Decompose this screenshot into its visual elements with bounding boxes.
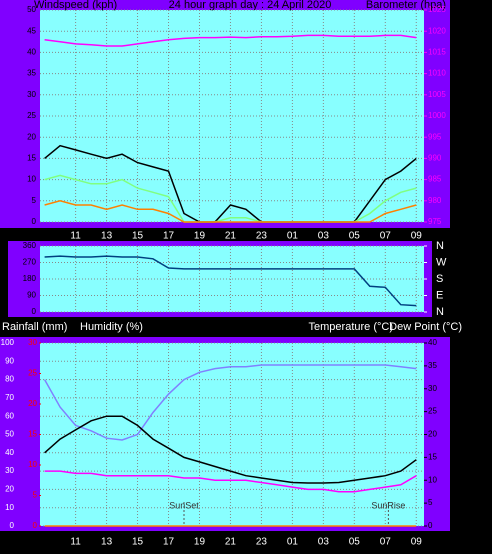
x-tick-label: 05: [349, 537, 361, 548]
x-tick-label: 05: [349, 231, 361, 242]
y-tick-label: 270: [23, 258, 37, 267]
y-tick-label: 5: [32, 196, 37, 205]
y3-tick-label: 60: [5, 411, 14, 420]
y2-axis-label: Barometer (hpa): [366, 0, 446, 11]
x-tick-label: 01: [287, 537, 299, 548]
y2-tick-label: 30: [428, 384, 437, 393]
y2-axis-label: Dew Point (°C): [389, 321, 462, 333]
y3-tick-label: 0: [10, 521, 15, 530]
y-tick-label: 0: [32, 217, 37, 226]
y2-tick-label: N: [436, 240, 444, 252]
y3-axis-label: Humidity (%): [80, 321, 143, 333]
y-tick-label: 25: [27, 111, 36, 120]
y2-axis-label: Temperature (°C): [309, 321, 393, 333]
y2-tick-label: E: [436, 289, 443, 301]
y-axis-label: Rainfall (mm): [2, 321, 67, 333]
y2-tick-label: 1025: [428, 5, 446, 14]
y-tick-label: 10: [28, 460, 37, 469]
y2-tick-label: 35: [428, 361, 437, 370]
x-tick-label: 03: [318, 537, 330, 548]
y-tick-label: 30: [27, 90, 36, 99]
x-tick-label: 13: [101, 537, 113, 548]
x-tick-label: 23: [256, 231, 268, 242]
y3-tick-label: 90: [5, 356, 14, 365]
y2-tick-label: 40: [428, 338, 437, 347]
y-tick-label: 40: [27, 48, 36, 57]
y-tick-label: 20: [28, 399, 37, 408]
y2-tick-label: W: [436, 256, 447, 268]
x-tick-label: 17: [163, 537, 175, 548]
x-tick-label: 09: [411, 231, 423, 242]
series-line: [44, 34, 417, 47]
y2-tick-label: 1000: [428, 111, 446, 120]
y-axis-label: Windspeed (kph): [34, 0, 117, 11]
y-tick-label: 180: [23, 274, 37, 283]
y2-tick-label: 5: [428, 498, 433, 507]
x-tick-label: 03: [318, 231, 330, 242]
y2-tick-label: 975: [428, 217, 442, 226]
y2-tick-label: 25: [428, 407, 437, 416]
y2-tick-label: 1005: [428, 90, 446, 99]
y-tick-label: 15: [28, 430, 37, 439]
y3-tick-label: 70: [5, 393, 14, 402]
y2-tick-label: 995: [428, 132, 442, 141]
y-tick-label: 360: [23, 241, 37, 250]
y-tick-label: 15: [27, 154, 36, 163]
x-tick-label: 07: [380, 537, 392, 548]
x-tick-label: 15: [132, 537, 144, 548]
x-tick-label: 01: [287, 231, 299, 242]
y-tick-label: 30: [28, 338, 37, 347]
x-tick-label: 13: [101, 231, 113, 242]
annotation-label: SunSet: [169, 500, 199, 510]
x-tick-label: 23: [256, 537, 268, 548]
y-tick-label: 0: [33, 521, 38, 530]
x-tick-label: 17: [163, 231, 175, 242]
x-tick-label: 07: [380, 231, 392, 242]
series-line: [44, 255, 417, 307]
y2-tick-label: 980: [428, 196, 442, 205]
y3-tick-label: 80: [5, 375, 14, 384]
y3-tick-label: 40: [5, 448, 14, 457]
y2-tick-label: 1010: [428, 69, 446, 78]
y3-tick-label: 30: [5, 466, 14, 475]
y2-tick-label: 20: [428, 430, 437, 439]
annotation-label: SunRise: [371, 500, 405, 510]
y-tick-label: 50: [27, 5, 36, 14]
y3-tick-label: 10: [5, 503, 14, 512]
x-tick-label: 21: [225, 537, 237, 548]
y2-tick-label: 1020: [428, 26, 446, 35]
y-tick-label: 25: [28, 369, 37, 378]
y3-tick-label: 50: [5, 430, 14, 439]
x-tick-label: 15: [132, 231, 144, 242]
y2-tick-label: N: [436, 306, 444, 318]
y2-tick-label: 10: [428, 475, 437, 484]
y2-tick-label: S: [436, 273, 443, 285]
y-tick-label: 45: [27, 26, 36, 35]
y2-tick-label: 990: [428, 154, 442, 163]
y-tick-label: 5: [33, 491, 38, 500]
chart-title: 24 hour graph day : 24 April 2020: [169, 0, 332, 11]
x-tick-label: 21: [225, 231, 237, 242]
series-line: [43, 364, 417, 441]
y-tick-label: 10: [27, 175, 36, 184]
y2-tick-label: 985: [428, 175, 442, 184]
x-tick-label: 19: [194, 537, 206, 548]
y-tick-label: 90: [27, 291, 36, 300]
x-tick-label: 19: [194, 231, 206, 242]
series-line: [44, 415, 417, 484]
series-line: [44, 200, 417, 223]
y2-tick-label: 0: [428, 521, 433, 530]
y-tick-label: 35: [27, 69, 36, 78]
series-line: [44, 470, 417, 493]
y2-tick-label: 1015: [428, 48, 446, 57]
y3-tick-label: 20: [5, 485, 14, 494]
y-tick-label: 0: [32, 307, 37, 316]
x-tick-label: 11: [70, 231, 81, 242]
y2-tick-label: 15: [428, 452, 437, 461]
x-tick-label: 09: [411, 537, 423, 548]
y3-tick-label: 100: [1, 338, 15, 347]
y-tick-label: 20: [27, 132, 36, 141]
x-tick-label: 11: [70, 537, 81, 548]
